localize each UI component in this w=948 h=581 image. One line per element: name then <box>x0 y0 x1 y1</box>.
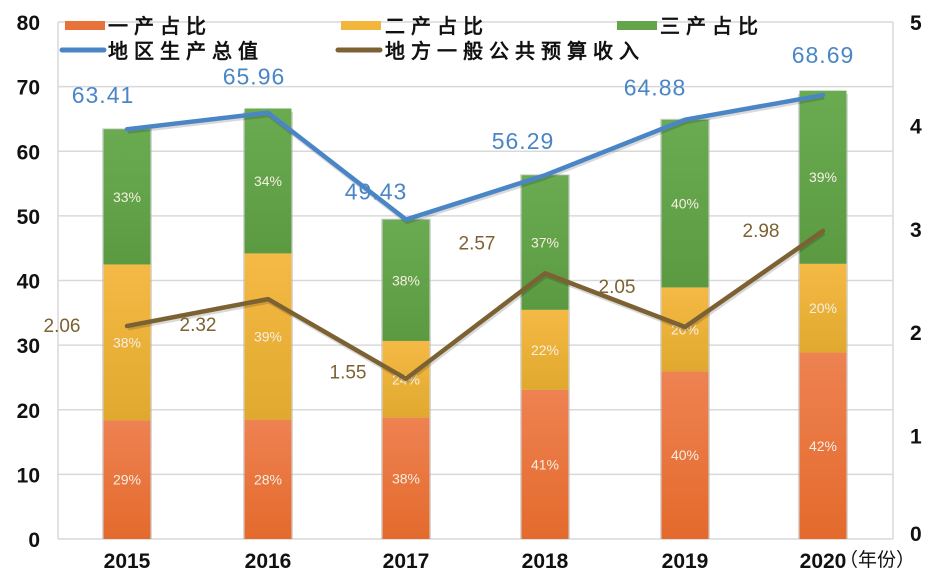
left-tick-label: 80 <box>17 12 40 35</box>
gdp-data-label: 68.69 <box>792 42 855 68</box>
legend-label-revenue: 地方一般公共预算收入 <box>385 39 645 63</box>
legend-item-secondary: 二产占比 <box>341 14 489 38</box>
x-tick-label: 2016 <box>245 550 292 573</box>
bar-segment-tertiary <box>244 108 292 254</box>
bars: 29%38%33%28%39%34%38%24%38%41%22%37%40%2… <box>102 90 848 540</box>
bar-segment-tertiary <box>661 119 709 288</box>
bar-segment-tertiary <box>103 129 151 265</box>
revenue-data-label: 2.57 <box>459 233 496 254</box>
legend-item-tertiary: 三产占比 <box>617 14 764 38</box>
gdp-data-label: 49.43 <box>345 179 408 205</box>
legend: 一产占比 二产占比 三产占比 地区生产总值 地方一般公共预算收入 <box>59 14 764 63</box>
bar-percent-label: 34% <box>254 173 282 189</box>
revenue-data-label: 2.32 <box>180 315 217 336</box>
bar-percent-label: 33% <box>113 189 141 205</box>
legend-label-secondary: 二产占比 <box>385 14 489 38</box>
x-tick-label: 2017 <box>383 550 430 573</box>
bar-percent-label: 40% <box>671 196 699 212</box>
lines: 63.41 65.96 49.43 56.29 64.88 68.69 2.06 2.32 1.… <box>44 42 855 384</box>
left-tick-label: 70 <box>17 77 40 100</box>
left-axis: 0 10 20 30 40 50 60 70 80 <box>17 12 40 552</box>
legend-label-primary: 一产占比 <box>108 14 212 38</box>
left-tick-label: 0 <box>28 529 40 552</box>
revenue-line <box>124 228 826 381</box>
left-tick-label: 10 <box>17 464 40 487</box>
bar-percent-label: 39% <box>809 169 837 185</box>
left-tick-label: 20 <box>17 400 40 423</box>
bar-percent-label: 38% <box>113 334 141 350</box>
legend-swatch-tertiary <box>617 21 657 30</box>
bar-segment-secondary <box>521 309 569 390</box>
bar-segment-tertiary <box>799 90 847 264</box>
right-tick-label: 5 <box>910 12 922 35</box>
bar-stack <box>102 128 152 539</box>
legend-label-gdp: 地区生产总值 <box>108 39 264 63</box>
left-tick-label: 50 <box>17 206 40 229</box>
revenue-data-label: 1.55 <box>330 363 367 384</box>
bar-percent-label: 39% <box>254 329 282 345</box>
bar-segment-primary <box>103 420 151 539</box>
gdp-data-label: 63.41 <box>72 82 135 108</box>
legend-item-primary: 一产占比 <box>65 14 212 38</box>
bar-percent-label: 20% <box>809 300 837 316</box>
revenue-data-label: 2.05 <box>599 277 636 298</box>
legend-swatch-primary <box>65 21 105 30</box>
bar-stack <box>520 174 570 539</box>
right-tick-label: 2 <box>910 322 922 345</box>
gridlines <box>57 21 894 540</box>
legend-item-gdp: 地区生产总值 <box>59 39 264 63</box>
bar-segment-primary <box>244 419 292 539</box>
right-tick-label: 3 <box>910 219 922 242</box>
x-axis-unit-label: （年份） <box>839 549 915 571</box>
right-tick-label: 0 <box>910 523 922 546</box>
left-tick-label: 40 <box>17 271 40 294</box>
legend-swatch-secondary <box>341 21 381 30</box>
bar-segment-secondary <box>103 264 151 421</box>
bar-percent-label: 38% <box>392 272 420 288</box>
bar-percent-label: 40% <box>671 447 699 463</box>
legend-item-revenue: 地方一般公共预算收入 <box>335 39 645 63</box>
right-axis: 0 1 2 3 4 5 <box>910 12 922 546</box>
right-tick-label: 4 <box>910 115 922 138</box>
bar-segment-secondary <box>244 253 292 420</box>
right-tick-label: 1 <box>910 426 922 449</box>
legend-label-tertiary: 三产占比 <box>660 14 764 38</box>
bar-segment-primary <box>382 417 430 539</box>
bar-percent-label: 37% <box>531 235 559 251</box>
x-tick-label: 2020 <box>800 550 847 573</box>
x-tick-label: 2015 <box>104 550 151 573</box>
bar-percent-label: 29% <box>113 472 141 488</box>
bar-percent-label: 22% <box>531 342 559 358</box>
bar-percent-label: 38% <box>392 470 420 486</box>
bar-percent-label: 28% <box>254 471 282 487</box>
left-tick-label: 30 <box>17 335 40 358</box>
bar-segment-secondary <box>661 287 709 372</box>
bar-segment-primary <box>661 371 709 539</box>
bar-stack <box>243 108 293 540</box>
gdp-data-label: 64.88 <box>624 75 687 101</box>
bar-segment-tertiary <box>382 219 430 341</box>
revenue-data-label: 2.06 <box>44 316 81 337</box>
revenue-data-label: 2.98 <box>743 221 780 242</box>
bar-segment-secondary <box>799 263 847 353</box>
left-tick-label: 60 <box>17 141 40 164</box>
gdp-data-label: 56.29 <box>492 128 555 154</box>
gdp-data-label: 65.96 <box>223 64 286 90</box>
bar-segment-primary <box>521 389 569 539</box>
gdp-line <box>124 92 826 222</box>
bar-percent-label: 42% <box>809 438 837 454</box>
x-axis: 2015 2016 2017 2018 2019 2020 <box>104 550 847 573</box>
x-tick-label: 2018 <box>522 550 569 573</box>
bar-stack <box>798 90 848 539</box>
bar-segment-primary <box>799 352 847 539</box>
x-tick-label: 2019 <box>662 550 709 573</box>
bar-percent-label: 41% <box>531 456 559 472</box>
